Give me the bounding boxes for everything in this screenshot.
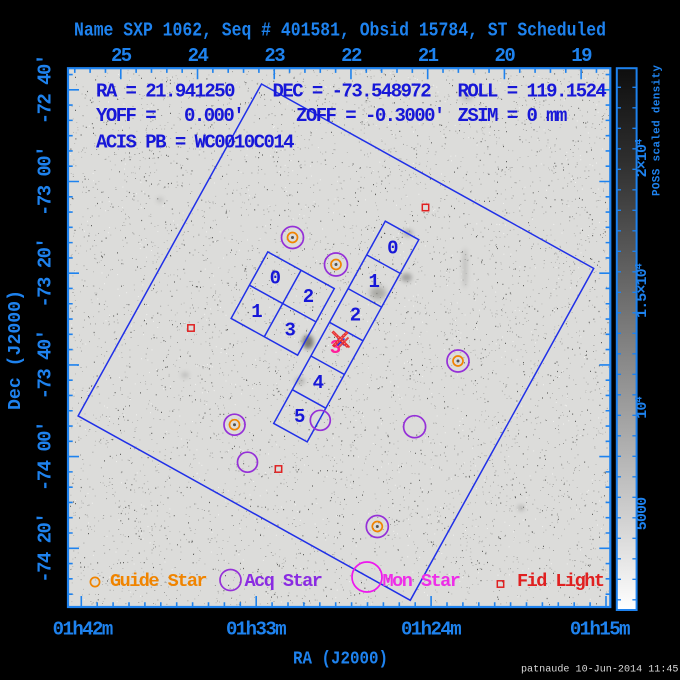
svg-text:RA (J2000): RA (J2000) [293,650,388,670]
svg-text:-73 00': -73 00' [35,147,57,216]
svg-text:0: 0 [270,268,281,290]
svg-text:-73 20': -73 20' [35,239,57,308]
svg-text:3: 3 [284,319,295,341]
svg-text:0: 0 [387,237,398,259]
svg-text:-73 40': -73 40' [35,330,57,399]
svg-text:RA = 21.941250: RA = 21.941250 [96,80,235,102]
svg-text:25: 25 [111,45,132,67]
svg-text:-74 00': -74 00' [35,422,57,491]
svg-text:01h24m: 01h24m [401,619,461,641]
svg-text:5: 5 [294,406,305,428]
svg-text:1: 1 [368,271,379,293]
svg-text:01h42m: 01h42m [53,619,113,641]
svg-text:Name SXP 1062, Seq # 401581, O: Name SXP 1062, Seq # 401581, Obsid 15784… [74,19,606,41]
svg-text:22: 22 [341,45,362,67]
svg-text:Dec (J2000): Dec (J2000) [6,290,26,410]
svg-text:19: 19 [571,45,592,67]
svg-text:3: 3 [330,337,341,359]
svg-text:4: 4 [313,372,324,394]
svg-text:1.5×104: 1.5×104 [634,263,651,318]
svg-text:01h15m: 01h15m [570,619,630,641]
svg-text:YOFF =: YOFF = [96,105,156,127]
svg-text:5000: 5000 [634,497,651,530]
svg-text:23: 23 [264,45,285,67]
svg-text:2: 2 [303,286,314,308]
svg-text:01h33m: 01h33m [226,619,286,641]
svg-text:2: 2 [350,305,361,327]
svg-text:Guide Star: Guide Star [110,571,206,592]
svg-text:Fid Light: Fid Light [517,571,604,592]
svg-text:Mon Star: Mon Star [383,571,460,592]
svg-text:ZSIM = 0 mm: ZSIM = 0 mm [458,105,568,127]
svg-text:0.000': 0.000' [184,105,243,127]
svg-text:1: 1 [251,301,262,323]
svg-text:-72 40': -72 40' [35,55,57,124]
svg-text:patnaude 10-Jun-2014 11:45: patnaude 10-Jun-2014 11:45 [521,664,679,676]
svg-text:-74 20': -74 20' [35,514,57,583]
svg-text:20: 20 [495,45,516,67]
svg-text:21: 21 [418,45,439,67]
svg-text:DEC = -73.548972: DEC = -73.548972 [273,80,432,102]
svg-text:24: 24 [188,45,209,67]
svg-text:POSS scaled density: POSS scaled density [652,65,664,196]
svg-text:2×104: 2×104 [634,139,651,177]
svg-text:ACIS PB = WC0010C014: ACIS PB = WC0010C014 [96,131,294,153]
svg-text:ZOFF = -0.3000': ZOFF = -0.3000' [296,105,444,127]
svg-text:Acq Star: Acq Star [245,571,322,592]
svg-text:ROLL = 119.1524: ROLL = 119.1524 [458,80,607,102]
